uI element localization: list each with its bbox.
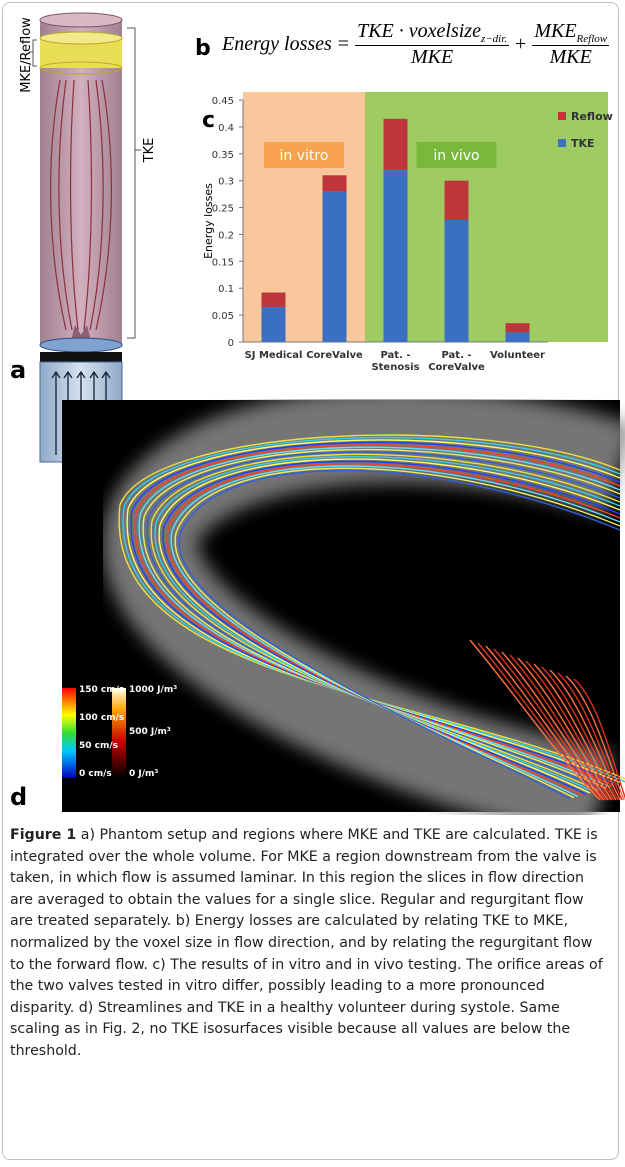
caption-label: Figure 1 [10, 827, 76, 843]
legend-label: TKE [571, 137, 595, 150]
fraction: TKE · voxelsizez−dir. MKE [355, 20, 509, 69]
x-tick-label: Volunteer [489, 350, 547, 362]
y-tick-label: 0.3 [218, 177, 234, 188]
colorbar-label: 100 cm/s [79, 713, 124, 723]
mke-label: MKE/Reflow [19, 17, 34, 93]
tke-label: TKE [142, 138, 157, 164]
colorbar-label: 500 J/m³ [129, 727, 171, 737]
colorbar-label: 1000 J/m³ [129, 685, 177, 695]
y-tick-label: 0.1 [218, 284, 234, 295]
figure: MKE/Reflow TKE a b d in vitro in vivo c Ene… [0, 0, 625, 1167]
legend-swatch [558, 112, 566, 120]
figure-graphics: MKE/Reflow TKE a b d in vitro in vivo c Ene… [0, 0, 625, 815]
bar [262, 307, 286, 342]
bar [445, 181, 469, 220]
eq-sub: z−dir. [481, 33, 507, 45]
region [243, 92, 365, 342]
eq-num: MKE [534, 20, 576, 42]
eq-den: MKE [411, 46, 453, 69]
caption-text: a) Phantom setup and regions where MKE a… [10, 827, 603, 1059]
bar [384, 170, 408, 342]
x-tick-label: CoreValve [306, 350, 364, 362]
eq-lhs: Energy losses [222, 33, 332, 56]
y-tick-label: 0 [228, 338, 234, 349]
eq-num: TKE · voxelsize [357, 20, 481, 42]
region-label: in vivo [433, 148, 479, 164]
eq-den: MKE [550, 46, 592, 69]
colorbar-label: 50 cm/s [79, 741, 118, 751]
legend-swatch [558, 139, 566, 147]
colorbar-label: 150 cm/s [79, 685, 124, 695]
caption: Figure 1 a) Phantom setup and regions wh… [10, 825, 610, 1063]
bar [445, 220, 469, 342]
x-tick-label: Pat. - Stenosis [367, 350, 425, 374]
y-tick-label: 0.35 [212, 150, 234, 161]
panel-label: c [202, 108, 215, 133]
panel-label: a [10, 356, 26, 384]
eq-sub: Reflow [577, 33, 608, 45]
streamline-image [62, 400, 625, 812]
y-tick-label: 0.25 [212, 204, 234, 215]
panel-label: d [10, 783, 27, 811]
bar [506, 323, 530, 332]
legend-label: Reflow [571, 110, 613, 123]
x-tick-label: Pat. - CoreValve [428, 350, 486, 374]
bar [384, 119, 408, 170]
y-tick-label: 0.4 [218, 123, 234, 134]
phantom-diagram [29, 13, 141, 462]
bar [323, 175, 347, 191]
eq-plus: + [515, 33, 526, 56]
velocity-colorbar [62, 688, 76, 778]
panel-label: b [195, 36, 211, 61]
x-tick-label: SJ Medical [245, 350, 303, 362]
bar [323, 191, 347, 342]
colorbar-label: 0 cm/s [79, 769, 112, 779]
tke-colorbar [112, 688, 126, 778]
eq-equals: = [338, 33, 349, 56]
y-tick-label: 0.15 [212, 257, 234, 268]
y-tick-label: 0.05 [212, 311, 234, 322]
bar [262, 293, 286, 308]
y-tick-label: 0.2 [218, 230, 234, 241]
region-label: in vitro [280, 148, 329, 164]
colorbar-label: 0 J/m³ [129, 769, 158, 779]
equation: Energy losses = TKE · voxelsizez−dir. MKE… [222, 20, 609, 69]
bar [506, 332, 530, 342]
y-axis-label: Energy losses [202, 183, 215, 259]
y-tick-label: 0.45 [212, 96, 234, 107]
